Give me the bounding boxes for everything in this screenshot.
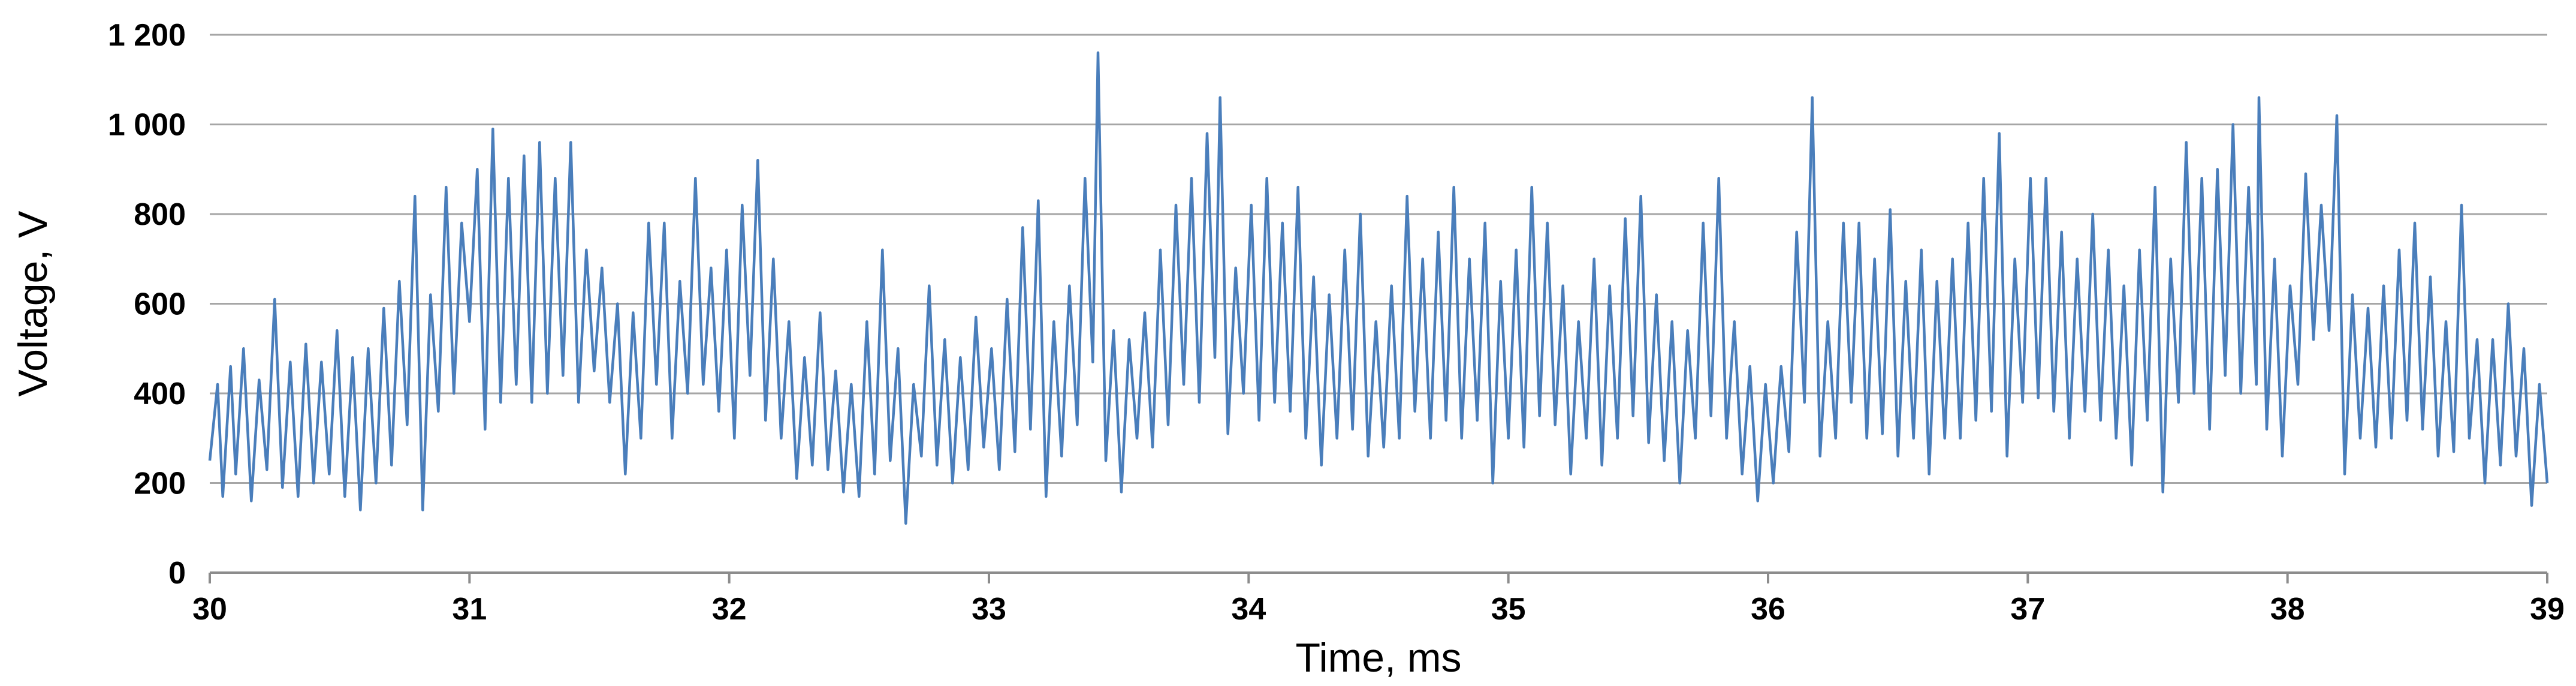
- y-tick-label: 1 200: [108, 18, 186, 53]
- x-axis: [209, 571, 2548, 583]
- x-tick-label: 36: [1751, 592, 1785, 627]
- x-tick-label: 35: [1491, 592, 1526, 627]
- x-tick-label: 33: [972, 592, 1006, 627]
- y-tick-label: 800: [134, 197, 186, 232]
- x-tick-label: 32: [712, 592, 747, 627]
- y-tick-label: 200: [134, 467, 186, 501]
- x-tick-label: 39: [2530, 592, 2565, 627]
- x-tick-label: 31: [452, 592, 487, 627]
- y-tick-labels: 0 200 400 600 800 1 000 1 200: [108, 18, 186, 591]
- y-tick-label: 400: [134, 377, 186, 411]
- series-line-voltage: [208, 51, 2549, 525]
- x-axis-title: Time, ms: [1295, 635, 1461, 681]
- y-tick-label: 0: [168, 556, 186, 591]
- y-tick-label: 1 000: [108, 108, 186, 143]
- series-group: [208, 51, 2549, 525]
- x-tick-label: 30: [192, 592, 227, 627]
- x-tick-labels: 30 31 32 33 34 35 36 37 38 39: [192, 592, 2565, 627]
- y-tick-label: 600: [134, 287, 186, 322]
- x-tick-label: 34: [1231, 592, 1266, 627]
- gridlines: [210, 34, 2547, 484]
- x-tick-label: 37: [2010, 592, 2045, 627]
- x-tick-label: 38: [2270, 592, 2305, 627]
- y-axis-title: Voltage, V: [10, 210, 56, 397]
